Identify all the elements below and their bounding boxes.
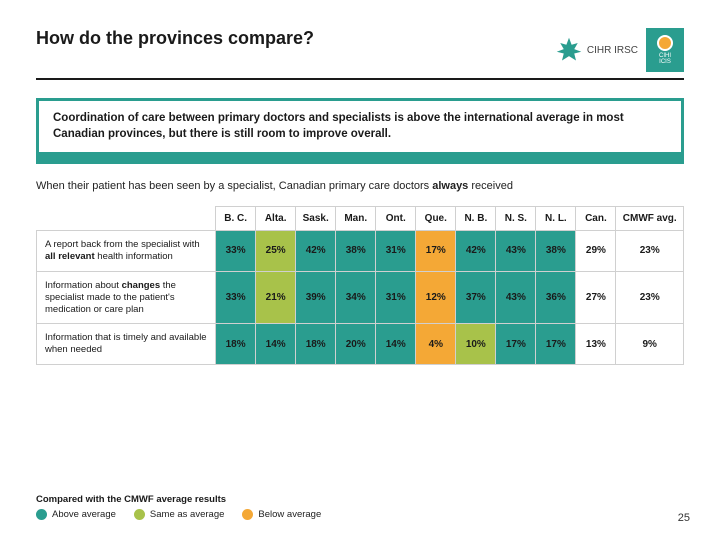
column-header: Man. bbox=[336, 207, 376, 231]
value-cell: 18% bbox=[296, 324, 336, 365]
avg-cell: 23% bbox=[616, 271, 684, 324]
value-cell: 12% bbox=[416, 271, 456, 324]
table-row: A report back from the specialist with a… bbox=[37, 231, 684, 272]
value-cell: 39% bbox=[296, 271, 336, 324]
table-header-row: B. C.Alta.Sask.Man.Ont.Que.N. B.N. S.N. … bbox=[37, 207, 684, 231]
callout-container: Coordination of care between primary doc… bbox=[36, 98, 684, 164]
value-cell: 34% bbox=[336, 271, 376, 324]
header: How do the provinces compare? CIHR IRSC … bbox=[36, 28, 684, 72]
column-header: Alta. bbox=[256, 207, 296, 231]
column-header: Sask. bbox=[296, 207, 336, 231]
column-header: N. B. bbox=[456, 207, 496, 231]
value-cell: 31% bbox=[376, 231, 416, 272]
intro-text: When their patient has been seen by a sp… bbox=[36, 180, 684, 192]
legend-label: Above average bbox=[52, 509, 116, 520]
column-header: N. S. bbox=[496, 207, 536, 231]
column-header-blank bbox=[37, 207, 216, 231]
avg-cell: 9% bbox=[616, 324, 684, 365]
column-header: Ont. bbox=[376, 207, 416, 231]
legend-row: Above average Same as average Below averag… bbox=[36, 509, 321, 520]
value-cell: 20% bbox=[336, 324, 376, 365]
value-cell: 33% bbox=[216, 231, 256, 272]
column-header: Can. bbox=[576, 207, 616, 231]
value-cell: 25% bbox=[256, 231, 296, 272]
value-cell: 43% bbox=[496, 231, 536, 272]
value-cell: 33% bbox=[216, 271, 256, 324]
value-cell: 17% bbox=[536, 324, 576, 365]
legend: Compared with the CMWF average results A… bbox=[36, 494, 321, 520]
value-cell: 31% bbox=[376, 271, 416, 324]
value-cell: 17% bbox=[416, 231, 456, 272]
cihr-text: CIHR IRSC bbox=[587, 45, 638, 56]
table-row: Information that is timely and available… bbox=[37, 324, 684, 365]
can-cell: 29% bbox=[576, 231, 616, 272]
value-cell: 38% bbox=[536, 231, 576, 272]
value-cell: 18% bbox=[216, 324, 256, 365]
maple-leaf-icon bbox=[555, 36, 583, 64]
value-cell: 17% bbox=[496, 324, 536, 365]
legend-title: Compared with the CMWF average results bbox=[36, 494, 321, 505]
table-row: Information about changes the specialist… bbox=[37, 271, 684, 324]
cihr-logo: CIHR IRSC bbox=[555, 36, 638, 64]
legend-swatch bbox=[134, 509, 145, 520]
legend-swatch bbox=[36, 509, 47, 520]
legend-item: Same as average bbox=[134, 509, 224, 520]
avg-cell: 23% bbox=[616, 231, 684, 272]
value-cell: 42% bbox=[456, 231, 496, 272]
value-cell: 38% bbox=[336, 231, 376, 272]
column-header: N. L. bbox=[536, 207, 576, 231]
page-number: 25 bbox=[678, 512, 690, 524]
legend-label: Below average bbox=[258, 509, 321, 520]
value-cell: 14% bbox=[256, 324, 296, 365]
value-cell: 14% bbox=[376, 324, 416, 365]
can-cell: 27% bbox=[576, 271, 616, 324]
value-cell: 37% bbox=[456, 271, 496, 324]
table-body: A report back from the specialist with a… bbox=[37, 231, 684, 365]
legend-item: Below average bbox=[242, 509, 321, 520]
cihi-circle-icon bbox=[657, 35, 673, 51]
row-label: Information about changes the specialist… bbox=[37, 271, 216, 324]
value-cell: 42% bbox=[296, 231, 336, 272]
value-cell: 43% bbox=[496, 271, 536, 324]
value-cell: 36% bbox=[536, 271, 576, 324]
value-cell: 10% bbox=[456, 324, 496, 365]
legend-label: Same as average bbox=[150, 509, 224, 520]
value-cell: 4% bbox=[416, 324, 456, 365]
row-label: Information that is timely and available… bbox=[37, 324, 216, 365]
legend-swatch bbox=[242, 509, 253, 520]
row-label: A report back from the specialist with a… bbox=[37, 231, 216, 272]
divider bbox=[36, 78, 684, 80]
comparison-table: B. C.Alta.Sask.Man.Ont.Que.N. B.N. S.N. … bbox=[36, 206, 684, 365]
column-header: B. C. bbox=[216, 207, 256, 231]
cihi-logo: CIHIICIS bbox=[646, 28, 684, 72]
column-header: CMWF avg. bbox=[616, 207, 684, 231]
value-cell: 21% bbox=[256, 271, 296, 324]
logo-group: CIHR IRSC CIHIICIS bbox=[555, 28, 684, 72]
legend-item: Above average bbox=[36, 509, 116, 520]
cihi-text: CIHIICIS bbox=[659, 53, 671, 65]
page-title: How do the provinces compare? bbox=[36, 28, 314, 49]
can-cell: 13% bbox=[576, 324, 616, 365]
column-header: Que. bbox=[416, 207, 456, 231]
callout-text: Coordination of care between primary doc… bbox=[39, 101, 681, 152]
